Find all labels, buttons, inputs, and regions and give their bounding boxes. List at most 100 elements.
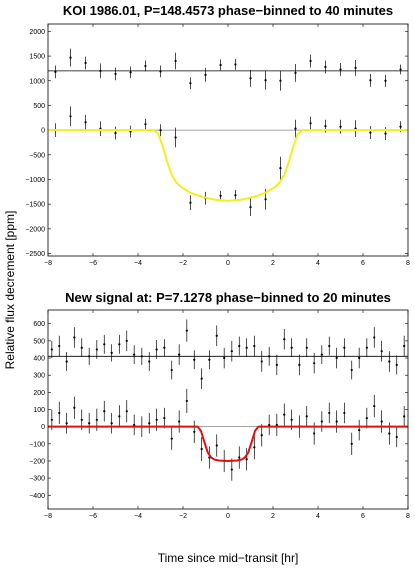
y-axis-label: Relative flux decrement [ppm] [3,211,17,370]
bottom-axes-frame [47,309,409,510]
top-series1-data-point [399,125,402,128]
bottom-series1-data-point [283,413,286,416]
bottom-series0-data-point [290,346,293,349]
bottom-series1-data-point [343,411,346,415]
bottom-series0-data-point [185,329,188,332]
bottom-series1-data-point [80,418,83,421]
bottom-series0-data-point [110,351,113,354]
bottom-series1-data-point [245,458,248,461]
top-series0-data-point [129,71,132,74]
bottom-series1-data-point [290,418,293,421]
top-x-tick-label: 2 [271,260,275,267]
top-series1-data-point [339,125,342,128]
top-x-tick-label: −8 [44,260,52,267]
top-axes-frame [47,23,409,257]
bottom-series0-data-point [50,348,53,351]
bottom-series0-data-point [80,346,83,349]
top-series0-data-point [159,70,162,73]
bottom-y-tick-label: 100 [33,407,45,414]
top-series0-data-point [399,68,402,71]
top-series0-data-point [384,79,387,82]
top-series1-data-point [279,167,282,170]
bottom-series0-data-point [193,358,196,361]
bottom-series0-data-point [178,353,181,356]
top-series0-data-point [99,69,102,72]
top-x-tick-label: 8 [406,260,410,267]
bottom-series1-data-point [403,415,406,418]
top-x-tick-label: 4 [316,260,320,267]
bottom-x-tick-label: 6 [361,513,365,520]
bottom-series1-data-point [305,415,308,418]
bottom-series0-data-point [133,353,136,356]
bottom-series0-data-point [305,346,308,349]
bottom-series0-data-point [155,348,158,351]
bottom-series1-data-point [275,423,278,427]
bottom-x-tick-label: 8 [406,513,410,520]
top-title: KOI 1986.01, P=148.4573 phase−binned to … [63,3,393,18]
bottom-series0-data-point [268,355,271,358]
bottom-series1-data-point [118,415,121,418]
bottom-x-tick-label: −2 [179,513,187,520]
top-series0-data-point [204,73,207,76]
bottom-series0-data-point [380,350,383,353]
bottom-series1-data-point [163,416,166,420]
bottom-y-tick-label: 500 [33,338,45,345]
bottom-series0-data-point [343,346,346,349]
bottom-series0-data-point [350,368,353,372]
bottom-y-tick-label: −300 [29,476,45,483]
bottom-y-tick-label: −100 [29,441,45,448]
bottom-series0-data-point [320,353,323,356]
bottom-series0-data-point [238,344,241,348]
bottom-series1-data-point [170,437,173,440]
top-series1-data-point [84,121,87,124]
bottom-series0-data-point [163,346,166,349]
bottom-series1-data-point [200,447,203,451]
bottom-series1-data-point [178,420,181,423]
bottom-series0-data-point [388,360,391,363]
bottom-series0-data-point [365,346,368,349]
top-y-tick-label: −2500 [25,251,45,258]
bottom-panel: −8 −6 −4 −2 0 2 4 6 8 600 500 400 300 200 100 0 −100 −200… [29,309,410,520]
top-y-tick-label: −1500 [25,202,45,209]
bottom-y-tick-label: 0 [41,424,45,431]
top-y-tick-label: −1000 [25,177,45,184]
top-series1-data-point [249,206,252,209]
top-y-tick-label: 1000 [29,78,45,85]
top-y-tick-label: 2000 [29,29,45,36]
top-series0-data-point [249,77,252,80]
bottom-series1-data-point [358,428,361,432]
bottom-series1-data-point [193,430,196,433]
top-series0-data-point [279,79,282,82]
bottom-x-tick-label: −6 [89,513,97,520]
bottom-series1-data-point [238,456,241,459]
top-series0-data-point [114,72,117,75]
top-series0-data-point [189,82,192,85]
top-series1-data-point [174,136,177,139]
bottom-series0-data-point [148,360,151,363]
top-series0-data-point [54,70,57,73]
top-series0-data-point [234,63,237,66]
top-series1-data-point [114,131,117,135]
bottom-series0-data-point [358,356,361,360]
top-x-tick-label: −4 [134,260,142,267]
top-series1-data-point [294,127,297,130]
bottom-x-tick-label: −8 [44,513,52,520]
top-series1-data-point [369,131,372,134]
bottom-series0-data-point [95,348,98,351]
top-series0-data-point [324,65,327,69]
bottom-series0-data-point [298,363,301,366]
bottom-series1-data-point [133,423,136,427]
bottom-series1-data-point [380,420,383,423]
top-panel: −8 −6 −4 −2 0 2 4 6 8 2000 1500 1000 500 0 −500 −1000 −1… [25,23,410,267]
top-series0-data-point [294,71,297,74]
bottom-transit-model-curve [48,425,408,462]
top-series0-data-point [369,79,372,82]
bottom-series0-data-point [170,368,173,372]
bottom-series0-data-point [260,360,263,363]
bottom-series1-data-point [148,422,151,425]
bottom-series1-data-point [395,435,398,439]
top-series1-data-point [144,123,147,126]
bottom-series0-data-point [283,338,286,341]
bottom-series0-data-point [208,358,211,361]
bottom-series1-data-point [313,432,316,435]
